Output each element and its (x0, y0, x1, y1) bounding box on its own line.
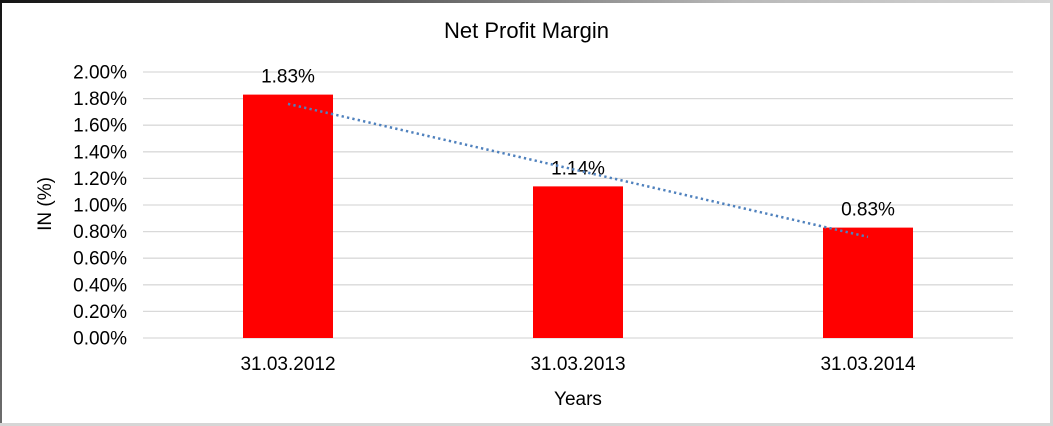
bar (533, 186, 623, 338)
y-tick-label: 1.00% (73, 196, 127, 217)
y-tick-label: 0.20% (73, 302, 127, 323)
y-tick-label: 1.20% (73, 169, 127, 190)
y-tick-label: 0.00% (73, 329, 127, 350)
x-category-label: 31.03.2012 (240, 354, 335, 375)
frame-border-bottom (0, 423, 1053, 426)
bar-value-label: 1.83% (261, 67, 315, 88)
frame-border-right (1050, 0, 1053, 426)
bar-value-label: 1.14% (551, 158, 605, 179)
bar (823, 227, 913, 338)
y-tick-label: 0.60% (73, 249, 127, 270)
chart-title: Net Profit Margin (443, 18, 610, 43)
y-tick-label: 0.40% (73, 275, 127, 296)
x-category-label: 31.03.2014 (820, 354, 916, 375)
x-category-label: 31.03.2013 (530, 354, 625, 375)
x-axis-title: Years (554, 389, 602, 410)
frame-border-top (0, 0, 1053, 3)
bar (243, 94, 333, 338)
y-tick-label: 1.80% (73, 89, 127, 110)
y-axis-title: IN (%) (35, 177, 56, 231)
y-tick-label: 1.40% (73, 142, 127, 163)
trendline (287, 102, 869, 239)
y-tick-label: 1.60% (73, 116, 127, 137)
bar-value-label: 0.83% (841, 200, 895, 221)
y-tick-label: 0.80% (73, 222, 127, 243)
y-tick-label: 2.00% (73, 63, 127, 84)
frame-border-left (0, 0, 2, 426)
